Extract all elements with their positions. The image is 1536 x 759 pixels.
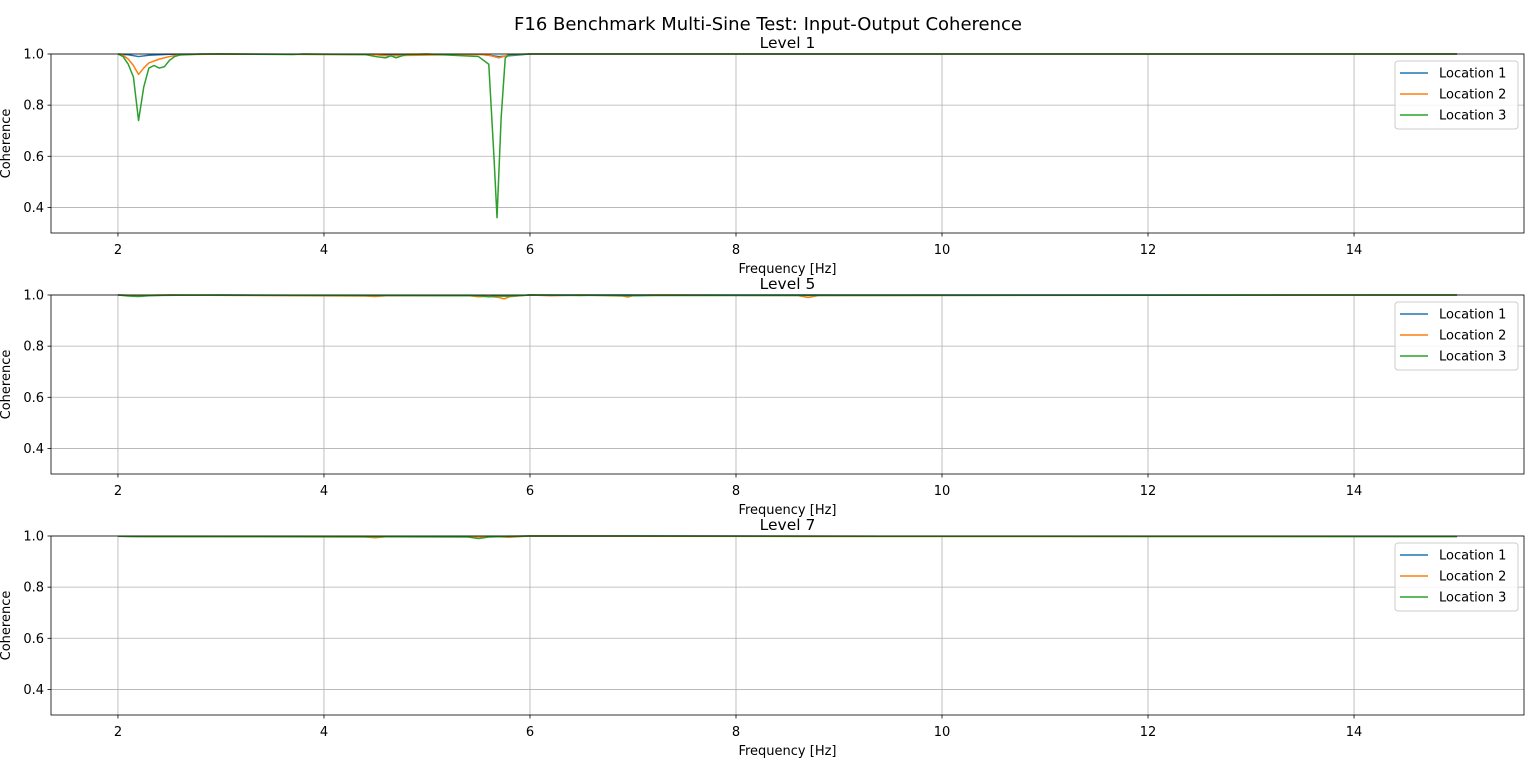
x-tick-label: 8 <box>732 725 740 740</box>
y-tick-label: 0.6 <box>23 150 44 165</box>
legend: Location 1 Location 2 Location 3 <box>1394 301 1519 371</box>
y-tick-label: 1.0 <box>23 289 44 304</box>
x-tick-label: 6 <box>526 243 534 258</box>
y-tick-label: 0.4 <box>23 442 44 457</box>
y-tick-label: 0.8 <box>23 581 44 596</box>
y-tick-label: 1.0 <box>23 530 44 545</box>
legend-label-location-1: Location 1 <box>1439 308 1506 323</box>
subplot-1: 2 4 6 8 10 12 14 0.4 0.6 0.8 1.0 Level 1 Frequency [… <box>0 34 1525 277</box>
axes-frame <box>50 53 1525 234</box>
y-tick-label: 0.6 <box>23 632 44 647</box>
x-axis-label: Frequency [Hz] <box>738 744 836 759</box>
legend-label-location-2: Location 2 <box>1439 570 1506 585</box>
x-tick-label: 14 <box>1346 243 1363 258</box>
axes-group: 2 4 6 8 10 12 14 0.4 0.6 0.8 1.0 Level 1 Frequency [… <box>0 34 1525 759</box>
y-axis-label: Coherence <box>0 109 14 179</box>
x-axis-label: Frequency [Hz] <box>738 503 836 518</box>
x-tick-label: 2 <box>114 484 122 499</box>
y-tick-label: 1.0 <box>23 48 44 63</box>
series-line-location-3 <box>117 294 1458 298</box>
x-tick-label: 2 <box>114 243 122 258</box>
x-tick-label: 12 <box>1140 484 1157 499</box>
x-tick-label: 8 <box>732 484 740 499</box>
x-tick-label: 10 <box>934 484 951 499</box>
x-tick-label: 14 <box>1346 725 1363 740</box>
y-tick-label: 0.8 <box>23 99 44 114</box>
legend-label-location-1: Location 1 <box>1439 67 1506 82</box>
y-tick-label: 0.4 <box>23 201 44 216</box>
legend-label-location-1: Location 1 <box>1439 549 1506 564</box>
y-axis-label: Coherence <box>0 591 14 661</box>
x-tick-label: 4 <box>320 243 328 258</box>
x-tick-label: 12 <box>1140 725 1157 740</box>
x-tick-label: 4 <box>320 725 328 740</box>
x-axis-label: Frequency [Hz] <box>738 262 836 277</box>
legend-label-location-3: Location 3 <box>1439 591 1506 606</box>
legend-label-location-2: Location 2 <box>1439 329 1506 344</box>
y-tick-label: 0.6 <box>23 391 44 406</box>
legend-box <box>1394 60 1519 130</box>
x-tick-label: 4 <box>320 484 328 499</box>
x-tick-label: 6 <box>526 484 534 499</box>
x-tick-label: 2 <box>114 725 122 740</box>
subplot-title: Level 7 <box>760 516 816 534</box>
subplot-title: Level 5 <box>760 275 816 293</box>
figure-title: F16 Benchmark Multi-Sine Test: Input-Out… <box>514 14 1022 35</box>
legend-label-location-3: Location 3 <box>1439 350 1506 365</box>
legend-label-location-2: Location 2 <box>1439 88 1506 103</box>
subplot-title: Level 1 <box>760 34 816 52</box>
x-tick-label: 12 <box>1140 243 1157 258</box>
legend: Location 1 Location 2 Location 3 <box>1394 60 1519 130</box>
y-axis-label: Coherence <box>0 350 14 420</box>
x-tick-label: 10 <box>934 725 951 740</box>
legend-label-location-3: Location 3 <box>1439 109 1506 124</box>
axes-frame <box>50 294 1525 475</box>
legend-box <box>1394 301 1519 371</box>
subplot-2: 2 4 6 8 10 12 14 0.4 0.6 0.8 1.0 Level 5 Frequency [… <box>0 275 1525 518</box>
legend-box <box>1394 542 1519 612</box>
x-tick-label: 10 <box>934 243 951 258</box>
legend: Location 1 Location 2 Location 3 <box>1394 542 1519 612</box>
x-tick-label: 8 <box>732 243 740 258</box>
y-tick-label: 0.4 <box>23 683 44 698</box>
x-tick-label: 6 <box>526 725 534 740</box>
axes-frame <box>50 535 1525 716</box>
subplot-3: 2 4 6 8 10 12 14 0.4 0.6 0.8 1.0 Level 7 Frequency [… <box>0 516 1525 759</box>
x-tick-label: 14 <box>1346 484 1363 499</box>
y-tick-label: 0.8 <box>23 340 44 355</box>
